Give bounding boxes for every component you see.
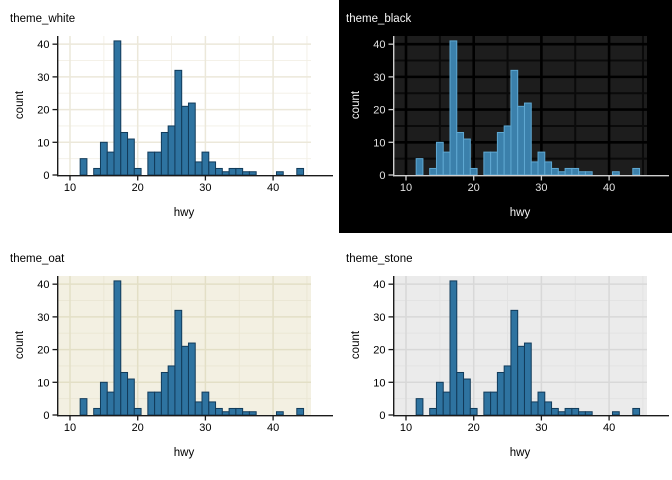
y-axis-label: count — [14, 330, 26, 360]
histogram-theme-black: 10 20 30 40 0 10 20 30 40 — [339, 0, 672, 233]
svg-text:40: 40 — [603, 182, 615, 194]
plot-title: theme_stone — [346, 253, 413, 265]
svg-text:30: 30 — [37, 72, 49, 84]
chart-theme-stone: 10 20 30 40 0 10 20 30 40 theme_stone count hwy — [336, 240, 672, 480]
y-axis-label: count — [350, 90, 362, 120]
x-axis-label: hwy — [173, 207, 195, 219]
svg-text:20: 20 — [37, 345, 49, 357]
y-axis-label: count — [350, 330, 362, 360]
chart-theme-black: 10 20 30 40 0 10 20 30 40 theme_black count hwy — [336, 0, 672, 240]
svg-text:0: 0 — [43, 410, 49, 422]
svg-text:40: 40 — [603, 422, 615, 434]
svg-text:20: 20 — [132, 182, 144, 194]
svg-text:10: 10 — [400, 182, 412, 194]
histogram-theme-oat: 10 20 30 40 0 10 20 30 40 — [37, 276, 333, 434]
x-axis-label: hwy — [173, 447, 195, 459]
plot-title: theme_white — [10, 13, 76, 25]
svg-text:10: 10 — [37, 137, 49, 149]
svg-text:30: 30 — [373, 72, 385, 84]
svg-text:20: 20 — [468, 422, 480, 434]
svg-text:30: 30 — [535, 422, 547, 434]
svg-text:10: 10 — [373, 137, 385, 149]
svg-text:30: 30 — [199, 182, 211, 194]
plot-title: theme_oat — [10, 253, 65, 265]
svg-text:10: 10 — [64, 422, 76, 434]
x-axis-label: hwy — [509, 207, 531, 219]
svg-text:40: 40 — [37, 39, 49, 51]
svg-text:10: 10 — [64, 182, 76, 194]
svg-text:20: 20 — [37, 105, 49, 117]
svg-text:30: 30 — [373, 312, 385, 324]
svg-text:10: 10 — [400, 422, 412, 434]
svg-text:40: 40 — [267, 422, 279, 434]
plot-title: theme_black — [346, 13, 412, 25]
histogram-theme-white: 10 20 30 40 0 10 20 30 40 — [37, 36, 333, 194]
svg-text:10: 10 — [373, 377, 385, 389]
histogram-theme-stone: 10 20 30 40 0 10 20 30 40 — [373, 276, 669, 434]
svg-text:10: 10 — [37, 377, 49, 389]
chart-theme-white: 10 20 30 40 0 10 20 30 40 theme_white count hwy — [0, 0, 336, 240]
y-axis-label: count — [14, 90, 26, 120]
svg-text:20: 20 — [132, 422, 144, 434]
svg-text:30: 30 — [37, 312, 49, 324]
x-axis-label: hwy — [509, 447, 531, 459]
svg-text:0: 0 — [379, 410, 385, 422]
chart-theme-oat: 10 20 30 40 0 10 20 30 40 theme_oat count hwy — [0, 240, 336, 480]
svg-text:20: 20 — [468, 182, 480, 194]
svg-text:40: 40 — [267, 182, 279, 194]
svg-text:40: 40 — [37, 279, 49, 291]
svg-text:40: 40 — [373, 39, 385, 51]
svg-text:20: 20 — [373, 105, 385, 117]
svg-text:30: 30 — [535, 182, 547, 194]
svg-text:0: 0 — [43, 170, 49, 182]
svg-text:20: 20 — [373, 345, 385, 357]
svg-text:30: 30 — [199, 422, 211, 434]
svg-text:40: 40 — [373, 279, 385, 291]
svg-text:0: 0 — [379, 170, 385, 182]
